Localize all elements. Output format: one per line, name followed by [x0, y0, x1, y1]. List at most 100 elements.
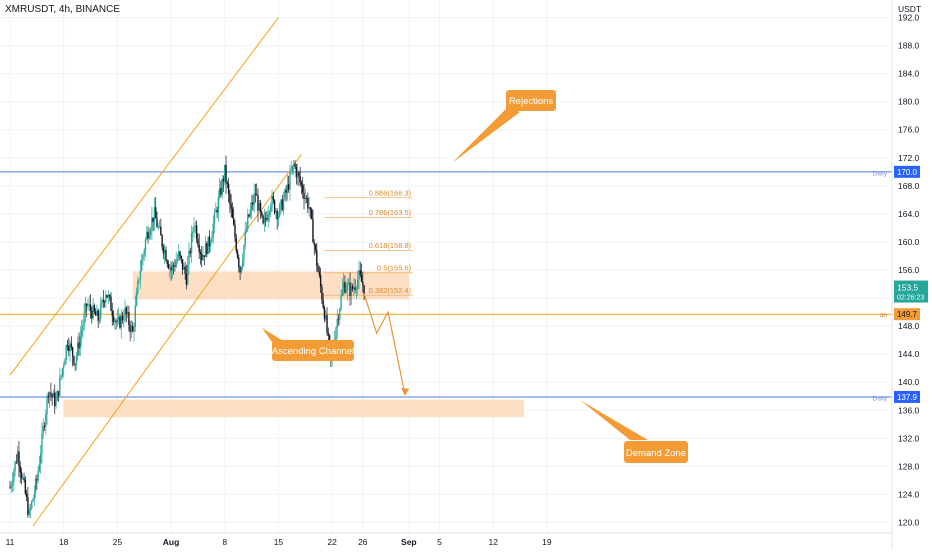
candle-body: [281, 199, 283, 211]
x-tick-label: 26: [358, 537, 368, 547]
candle-body: [155, 207, 157, 219]
candle-body: [48, 392, 51, 397]
candle-body: [360, 274, 363, 282]
candle-body: [302, 184, 304, 193]
x-tick-label: 25: [113, 537, 123, 547]
candle-body: [193, 226, 195, 232]
channel-upper-line[interactable]: [9, 17, 279, 376]
candle-body: [284, 189, 286, 199]
candle-body: [13, 471, 15, 483]
projection-path[interactable]: [363, 294, 406, 395]
rejections-callout[interactable]: Rejections: [452, 90, 556, 163]
candle-body: [78, 342, 80, 349]
candle-body: [91, 310, 93, 319]
candle-body: [289, 172, 291, 190]
candle-body: [203, 255, 206, 257]
candle-body: [326, 315, 328, 333]
x-tick-label: 15: [274, 537, 284, 547]
candle-body: [252, 202, 254, 205]
channel-lower-line[interactable]: [32, 153, 302, 527]
candle-body: [10, 485, 12, 488]
candle-body: [263, 217, 266, 224]
candle-body: [277, 216, 280, 220]
candle-body: [238, 257, 240, 267]
candle-body: [239, 266, 241, 273]
candle-body: [33, 493, 35, 499]
candle-body: [267, 214, 269, 221]
x-tick-label: 5: [437, 537, 442, 547]
candle-body: [195, 225, 198, 239]
candle-body: [184, 266, 186, 274]
candle-body: [247, 214, 249, 230]
candle-body: [9, 487, 11, 489]
daily-137-price-tag-text: 137.9: [897, 393, 918, 402]
candle-body: [190, 233, 193, 254]
candle-body: [209, 241, 212, 247]
candle-body: [37, 471, 39, 481]
fib-label: 0.382(152.4): [369, 286, 412, 295]
candle-body: [323, 307, 326, 320]
candle-body: [358, 270, 360, 280]
candle-body: [339, 308, 341, 320]
candle-body: [62, 365, 65, 369]
candle-body: [294, 163, 296, 168]
candle-body: [207, 236, 209, 255]
candle-body: [89, 304, 92, 311]
candle-body: [337, 318, 340, 320]
candle-body: [169, 267, 171, 269]
y-tick-label: 124.0: [898, 489, 920, 499]
candle-body: [128, 311, 130, 326]
candle-body: [179, 251, 181, 256]
candle-body: [327, 332, 330, 336]
candle-body: [359, 270, 361, 275]
y-tick-label: 160.0: [898, 237, 920, 247]
candle-body: [14, 461, 16, 472]
x-tick-label: 22: [327, 537, 337, 547]
candle-body: [75, 355, 78, 365]
y-tick-label: 172.0: [898, 153, 920, 163]
candle-body: [22, 477, 24, 479]
candle-body: [98, 318, 101, 321]
candle-body: [303, 192, 305, 200]
candle-body: [287, 184, 290, 190]
candle-body: [133, 326, 135, 332]
candle-body: [157, 226, 159, 228]
candle-body: [280, 199, 282, 205]
candle-body: [357, 279, 359, 290]
candle-body: [293, 163, 295, 166]
candle-body: [114, 320, 116, 322]
candle-body: [350, 286, 353, 297]
candle-body: [23, 477, 25, 480]
candle-body: [87, 305, 89, 307]
candle-body: [34, 479, 37, 494]
candle-body: [102, 299, 105, 302]
candle-body: [299, 175, 301, 183]
candle-body: [119, 316, 121, 328]
candle-body: [206, 243, 208, 255]
candle-body: [197, 238, 199, 245]
axis-layer: USDT 120.0 124.0 128.0 132.0 136.0 140.0 144.0…: [0, 0, 921, 550]
candle-body: [268, 212, 271, 215]
candle-body: [105, 294, 107, 303]
candle-body: [275, 210, 277, 213]
x-tick-label: 18: [59, 537, 69, 547]
candle-body: [171, 265, 174, 271]
candle-body: [162, 246, 165, 254]
daily-170-label: Daily: [873, 170, 888, 177]
fib-label: 0.5(155.6): [377, 263, 412, 272]
candle-body: [61, 368, 64, 376]
candle-body: [248, 214, 250, 217]
candle-body: [199, 251, 202, 255]
candle-body: [15, 461, 18, 463]
candle-body: [183, 266, 185, 270]
candle-body: [51, 394, 53, 397]
demand-zone-box: [624, 441, 688, 463]
ascending-channel-callout[interactable]: Ascending Channel: [262, 328, 354, 361]
candle-body: [310, 209, 313, 219]
candle-body: [142, 255, 144, 260]
demand-zone-callout[interactable]: Demand Zone: [580, 400, 688, 463]
candle-body: [27, 497, 29, 515]
candle-body: [316, 249, 318, 267]
candle-body: [230, 203, 232, 209]
